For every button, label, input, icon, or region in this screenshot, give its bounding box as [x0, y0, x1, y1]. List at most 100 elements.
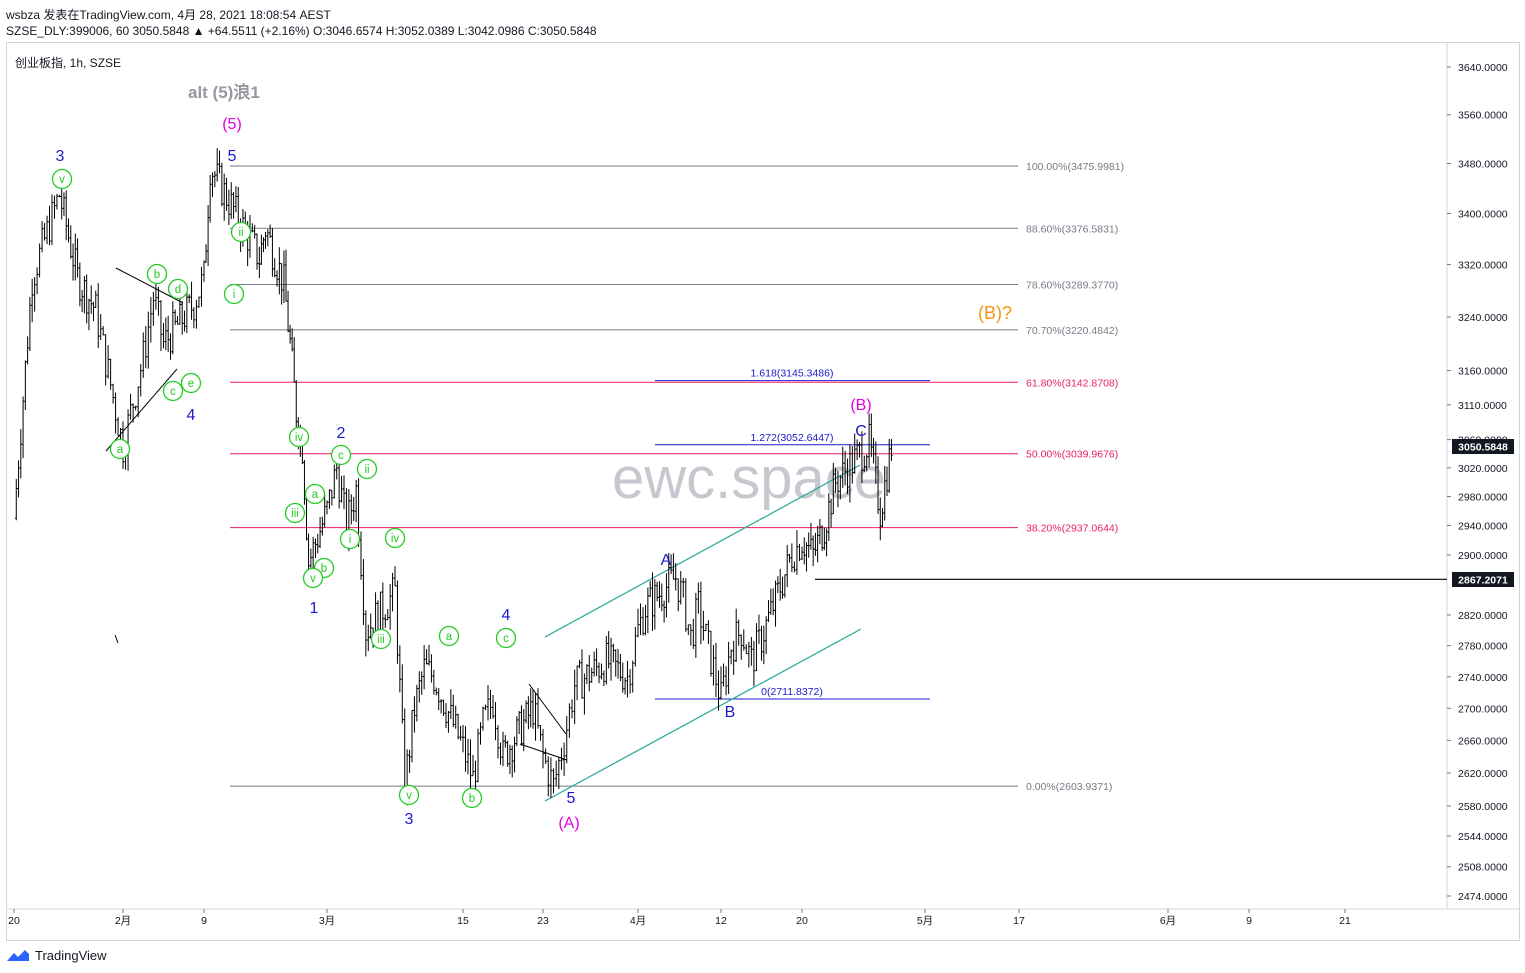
wave-label[interactable]: iii [370, 628, 392, 650]
wave-label[interactable]: ii [230, 221, 252, 243]
wave-circle [162, 380, 184, 402]
price-tick-label: 2700.0000 [1458, 703, 1508, 715]
price-tick-label: 2620.0000 [1458, 768, 1508, 780]
wave-label[interactable]: c [162, 380, 184, 402]
price-tick-label: 3480.0000 [1458, 159, 1508, 171]
price-tick-label: 2900.0000 [1458, 550, 1508, 562]
wave-label[interactable]: d [167, 278, 189, 300]
wave-text: a [312, 489, 319, 501]
wave-label[interactable]: iv [384, 527, 406, 549]
price-tick-label: 3020.0000 [1458, 463, 1508, 475]
wave-label[interactable]: iv [288, 426, 310, 448]
triangle-upper-line[interactable] [115, 267, 184, 304]
level-label: 88.60%(3376.5831) [1026, 223, 1118, 235]
wave-text: ii [238, 227, 243, 239]
wave-circle [356, 458, 378, 480]
channel-lower-line[interactable] [544, 628, 862, 802]
wave-label[interactable]: 4 [502, 607, 511, 624]
wave-text: iv [295, 432, 304, 444]
time-tick-label: 20 [8, 915, 20, 927]
wave-text: d [175, 284, 181, 296]
wave-label[interactable]: 3 [405, 811, 414, 828]
wave-label[interactable]: 4 [187, 407, 196, 424]
footer[interactable]: TradingView [6, 945, 107, 965]
wave-label[interactable]: i [339, 528, 361, 550]
tradingview-logo-icon [7, 950, 29, 961]
wave-label[interactable]: 2 [337, 425, 346, 442]
wave-label[interactable]: 1 [310, 600, 319, 617]
wave-label[interactable]: c [330, 444, 352, 466]
wave-label[interactable]: 5 [567, 790, 576, 807]
triangle-lower-line[interactable] [105, 368, 178, 452]
wave-text: B [725, 704, 736, 721]
wave-circle [339, 528, 361, 550]
symbol-label: 创业板指, 1h, SZSE [15, 55, 121, 70]
wave-text: iii [291, 508, 299, 520]
wedge-upper-line[interactable] [528, 683, 567, 735]
wave-circle [495, 627, 517, 649]
wave-circle [302, 567, 324, 589]
wave-label[interactable]: (B) [850, 397, 871, 414]
wave-label[interactable]: i [223, 283, 245, 305]
wave-text: a [117, 444, 124, 456]
wave-label[interactable]: B [725, 704, 736, 721]
wave-text: iv [391, 533, 400, 545]
wave-text: a [446, 631, 453, 643]
alt-wave-note: alt (5)浪1 [188, 82, 260, 102]
wave-label[interactable]: (5) [222, 116, 242, 133]
wave-label[interactable]: ii [356, 458, 378, 480]
price-tick-label: 2474.0000 [1458, 891, 1508, 903]
level-label: 70.70%(3220.4842) [1026, 325, 1118, 337]
wave-label[interactable]: A [661, 552, 672, 569]
price-tick-label: 2508.0000 [1458, 862, 1508, 874]
wave-text: iii [377, 634, 385, 646]
wave-circle [384, 527, 406, 549]
wave-circle [167, 278, 189, 300]
price-tick-label: 2660.0000 [1458, 735, 1508, 747]
wave-text: i [349, 534, 352, 546]
channel-upper-line[interactable] [544, 464, 861, 638]
wave-label[interactable]: 3 [56, 148, 65, 165]
trend-drawings[interactable] [105, 267, 862, 802]
wave-circle [180, 372, 202, 394]
ohlc-info: SZSE_DLY:399006, 60 3050.5848 ▲ +64.5511… [6, 24, 597, 38]
level-label: 78.60%(3289.3770) [1026, 279, 1118, 291]
price-tick-label: 2820.0000 [1458, 610, 1508, 622]
wave-circle [288, 426, 310, 448]
wave-label[interactable]: c [495, 627, 517, 649]
wave-label[interactable]: a [109, 438, 131, 460]
price-tick-label: 3240.0000 [1458, 312, 1508, 324]
wave-label[interactable]: C [855, 423, 867, 440]
wave-text: 5 [567, 790, 576, 807]
wave-label[interactable]: iii [284, 502, 306, 524]
wave-label[interactable]: v [398, 784, 420, 806]
wave-label[interactable]: a [438, 625, 460, 647]
time-tick-label: 3月 [319, 915, 335, 927]
wave-label[interactable]: 5 [228, 148, 237, 165]
wave-text: 2 [337, 425, 346, 442]
level-label: 1.272(3052.6447) [751, 432, 834, 444]
wave-label[interactable]: a [304, 483, 326, 505]
time-tick-label: 2月 [115, 915, 131, 927]
wave-label[interactable]: v [51, 168, 73, 190]
wave-label[interactable]: b [146, 263, 168, 285]
wave-text: (5) [222, 116, 242, 133]
wave-label[interactable]: v [302, 567, 324, 589]
wave-circle [51, 168, 73, 190]
wave-label[interactable]: b [461, 787, 483, 809]
current-price-tag: 3050.5848 [1452, 439, 1514, 454]
wave-text: 3 [56, 148, 65, 165]
wave-text: b [469, 793, 475, 805]
wave-text: c [170, 386, 176, 398]
wave-label[interactable]: (A) [558, 815, 579, 832]
wave-label[interactable]: e [180, 372, 202, 394]
wave-label[interactable]: (B)? [978, 303, 1012, 323]
wave-text: (B)? [978, 303, 1012, 323]
price-tick-label: 3320.0000 [1458, 260, 1508, 272]
level-price-text: 2867.2071 [1458, 575, 1508, 587]
level-label: 38.20%(2937.0644) [1026, 523, 1118, 535]
chart-panel[interactable] [6, 42, 1520, 941]
wave-text: 4 [502, 607, 511, 624]
time-tick-label: 21 [1339, 915, 1351, 927]
